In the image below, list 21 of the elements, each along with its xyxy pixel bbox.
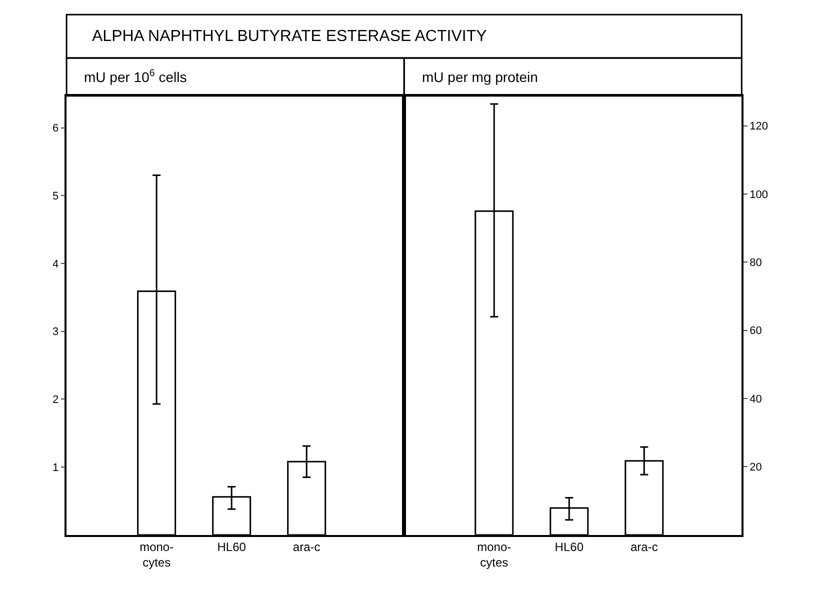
y-tick-label: 80 (750, 257, 762, 270)
y-tick-label: 100 (750, 188, 768, 201)
x-tick-label: mono- cytes (477, 540, 512, 570)
y-tick-label: 20 (750, 462, 762, 474)
y-tick-label: 4 (52, 258, 59, 270)
x-tick-label: HL60 (554, 540, 584, 554)
y-tick-label: 40 (750, 393, 762, 406)
chart-subtitle: mU per 10$^{6}$ cells (84, 68, 187, 85)
y-tick-label: 5 (52, 190, 59, 202)
y-tick-label: 6 (52, 122, 59, 135)
y-tick-label: 3 (52, 326, 59, 338)
x-tick-label: HL60 (217, 540, 246, 554)
y-tick-label: 120 (750, 120, 768, 133)
y-tick-label: 2 (52, 394, 59, 406)
y-tick-label: 1 (52, 462, 59, 474)
x-tick-label: ara-c (292, 540, 320, 554)
chart-subtitle: mU per mg protein (422, 69, 538, 85)
y-tick-label: 60 (750, 325, 762, 338)
x-tick-label: ara-c (630, 540, 658, 554)
x-tick-label: mono- cytes (140, 540, 174, 570)
chart-title: ALPHA NAPHTHYL BUTYRATE ESTERASE ACTIVITY (92, 28, 488, 45)
